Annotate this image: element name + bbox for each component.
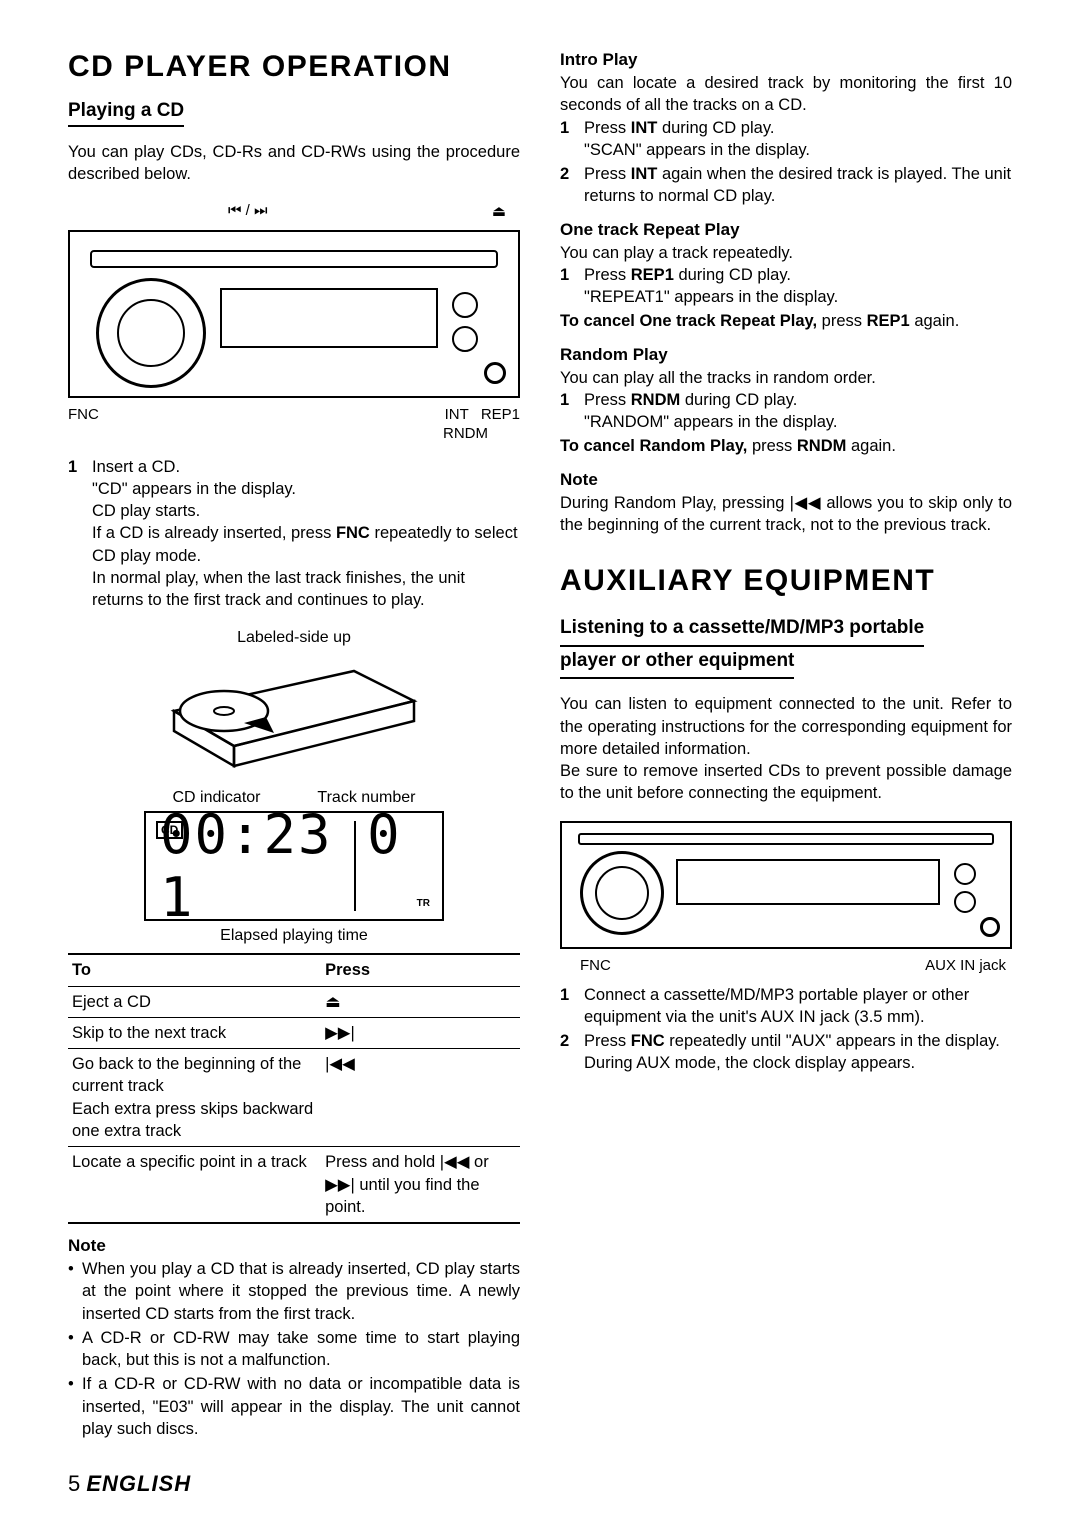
table-row: Go back to the beginning of the current …: [68, 1049, 520, 1147]
intro-step-2: 2 Press INT again when the desired track…: [560, 163, 1012, 208]
step-line: If a CD is already inserted, press FNC r…: [92, 522, 520, 567]
label-eject-icon: ⏏: [492, 202, 506, 220]
step-line: In normal play, when the last track fini…: [92, 567, 520, 612]
cell-press: ▶▶|: [321, 1017, 520, 1048]
controls-table: To Press Eject a CD ⏏ Skip to the next t…: [68, 953, 520, 1224]
page-footer: 5 ENGLISH: [68, 1471, 191, 1497]
random-step-1: 1 Press RNDM during CD play. "RANDOM" ap…: [560, 389, 1012, 434]
cell-press: Press and hold |◀◀ or ▶▶| until you find…: [321, 1147, 520, 1223]
repeat-cancel: To cancel One track Repeat Play, press R…: [560, 310, 1012, 332]
table-header-press: Press: [321, 954, 520, 986]
intro-text: You can play CDs, CD-Rs and CD-RWs using…: [68, 141, 520, 186]
repeat-step-1: 1 Press REP1 during CD play. "REPEAT1" a…: [560, 264, 1012, 309]
step-insert-cd: 1 Insert a CD. "CD" appears in the displ…: [68, 456, 520, 612]
label-skip-icons: ⏮ / ⏭: [228, 202, 268, 220]
heading-repeat-play: One track Repeat Play: [560, 220, 1012, 240]
subheading-listening-aux: Listening to a cassette/MD/MP3 portable …: [560, 614, 1012, 679]
diagram1-bottom-labels-2: RNDM: [68, 423, 520, 442]
diagram-lcd-display: CD 00:23 0 1 TR: [144, 811, 444, 921]
table-row: Locate a specific point in a track Press…: [68, 1147, 520, 1223]
lcd-cd-indicator: CD: [156, 821, 183, 839]
table-row: Skip to the next track ▶▶|: [68, 1017, 520, 1048]
cell-to: Skip to the next track: [68, 1017, 321, 1048]
step-line: CD play starts.: [92, 500, 520, 522]
cell-to: Go back to the beginning of the current …: [68, 1049, 321, 1147]
note-item: A CD-R or CD-RW may take some time to st…: [68, 1327, 520, 1372]
label-rep1: REP1: [481, 406, 520, 423]
table-row: Eject a CD ⏏: [68, 986, 520, 1017]
random-play-text: You can play all the tracks in random or…: [560, 367, 1012, 389]
table-header-to: To: [68, 954, 321, 986]
page-number: 5: [68, 1471, 80, 1496]
diagram3-bottom-labels: FNC AUX IN jack: [560, 955, 1012, 974]
aux-text-2: Be sure to remove inserted CDs to preven…: [560, 760, 1012, 805]
label-elapsed-time: Elapsed playing time: [68, 927, 520, 945]
heading-cd-player-operation: CD PLAYER OPERATION: [68, 50, 520, 84]
heading-random-play: Random Play: [560, 345, 1012, 365]
step-line: "CD" appears in the display.: [92, 478, 520, 500]
diagram-cd-player-front: [68, 230, 520, 398]
cell-press: |◀◀: [321, 1049, 520, 1147]
note-item: If a CD-R or CD-RW with no data or incom…: [68, 1373, 520, 1440]
diagram-insert-cd: Labeled-side up CD indicator Track numbe…: [68, 629, 520, 945]
left-column: CD PLAYER OPERATION Playing a CD You can…: [68, 50, 520, 1442]
label-int: INT: [445, 406, 469, 423]
cell-press: ⏏: [321, 986, 520, 1017]
page-language: ENGLISH: [86, 1471, 191, 1496]
label-rndm: RNDM: [443, 425, 488, 442]
aux-step-1: 1 Connect a cassette/MD/MP3 portable pla…: [560, 984, 1012, 1029]
label-labeled-side-up: Labeled-side up: [68, 629, 520, 647]
label-aux-in-jack: AUX IN jack: [925, 957, 1006, 974]
step-number: 1: [68, 456, 92, 612]
aux-text-1: You can listen to equipment connected to…: [560, 693, 1012, 760]
heading-auxiliary-equipment: AUXILIARY EQUIPMENT: [560, 564, 1012, 598]
diagram1-bottom-labels: FNC INT REP1: [68, 404, 520, 423]
label-fnc: FNC: [580, 957, 611, 974]
lcd-tr-label: TR: [417, 898, 430, 909]
step-line: Insert a CD.: [92, 456, 520, 478]
right-column: Intro Play You can locate a desired trac…: [560, 50, 1012, 1442]
note-heading: Note: [560, 470, 1012, 490]
lcd-segment-text: 00:23 0 1: [160, 803, 432, 929]
aux-step-2: 2 Press FNC repeatedly until "AUX" appea…: [560, 1030, 1012, 1075]
diagram-aux-front: [560, 821, 1012, 949]
note-heading: Note: [68, 1236, 520, 1256]
diagram-isometric-cd: [154, 651, 434, 781]
intro-play-text: You can locate a desired track by monito…: [560, 72, 1012, 117]
cell-to: Eject a CD: [68, 986, 321, 1017]
diagram1-top-labels: ⏮ / ⏭ ⏏: [68, 202, 520, 222]
repeat-play-text: You can play a track repeatedly.: [560, 242, 1012, 264]
random-note: During Random Play, pressing |◀◀ allows …: [560, 492, 1012, 537]
note-item: When you play a CD that is already inser…: [68, 1258, 520, 1325]
label-fnc: FNC: [68, 406, 120, 423]
random-cancel: To cancel Random Play, press RNDM again.: [560, 435, 1012, 457]
cell-to: Locate a specific point in a track: [68, 1147, 321, 1223]
subheading-playing-a-cd: Playing a CD: [68, 100, 184, 127]
intro-step-1: 1 Press INT during CD play. "SCAN" appea…: [560, 117, 1012, 162]
heading-intro-play: Intro Play: [560, 50, 1012, 70]
